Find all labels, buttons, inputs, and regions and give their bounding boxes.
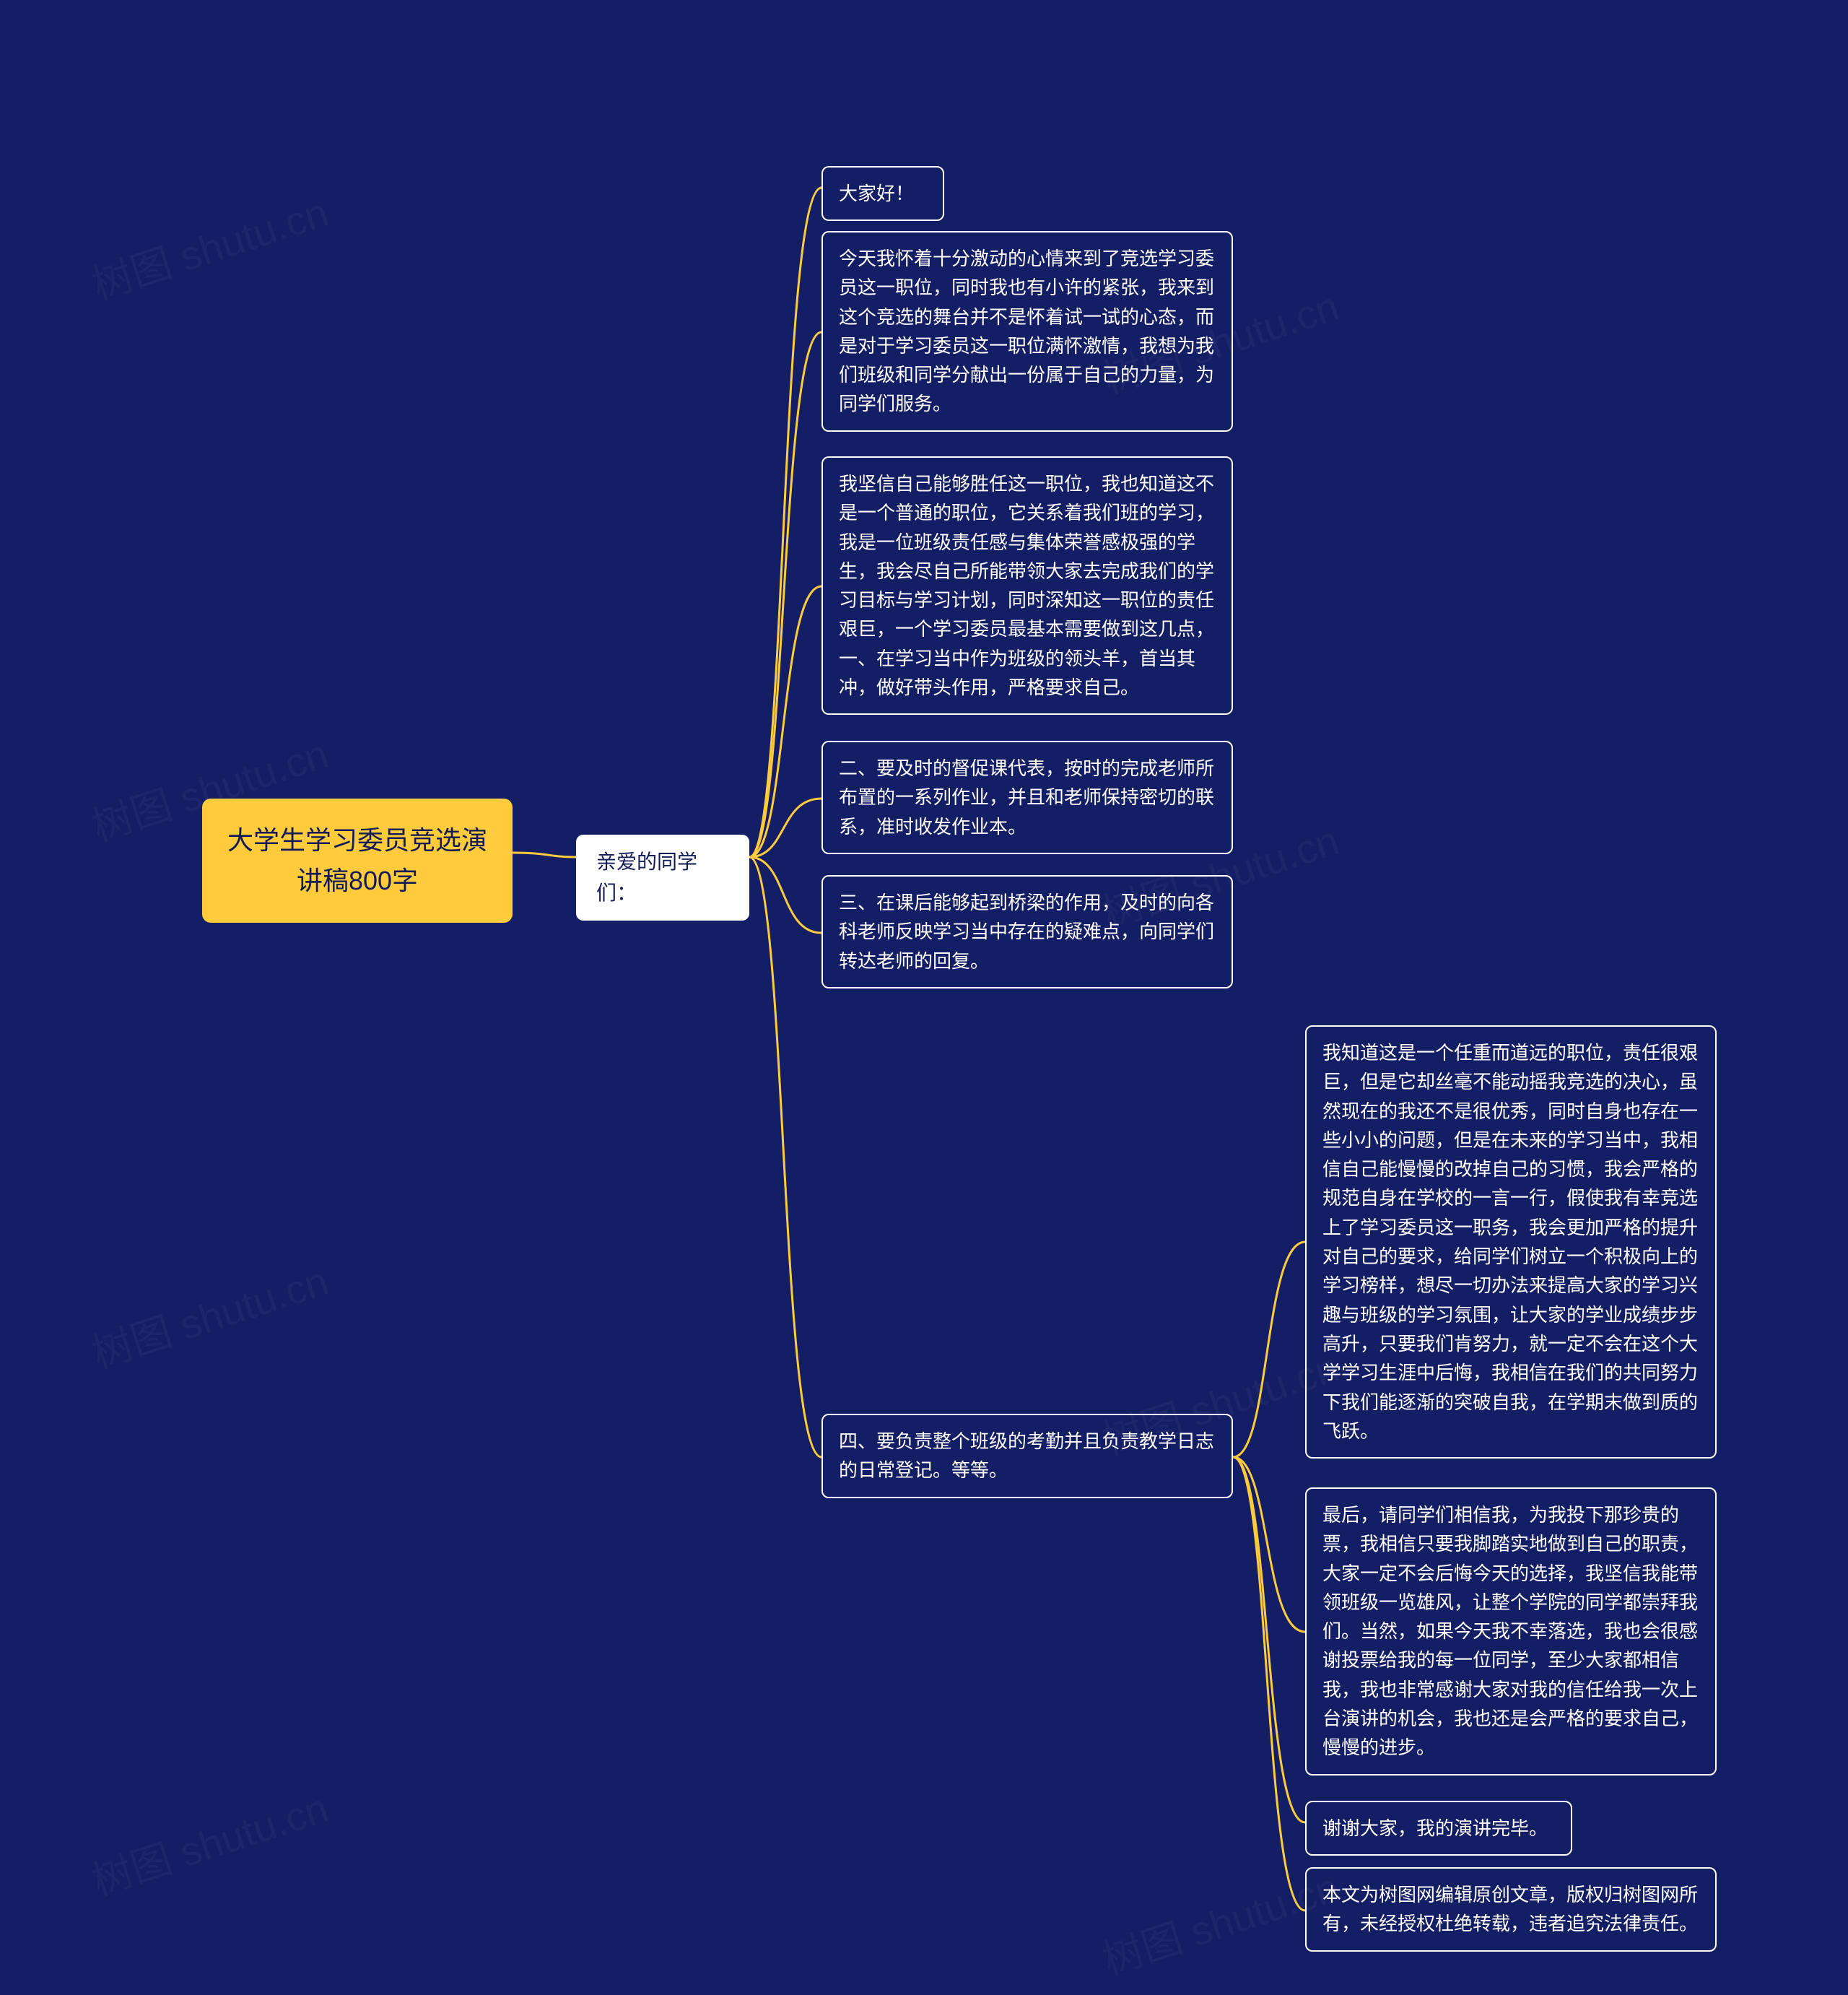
leaf-thanks[interactable]: 谢谢大家，我的演讲完毕。: [1305, 1801, 1572, 1856]
leaf-long-commitment[interactable]: 我知道这是一个任重而道远的职位，责任很艰巨，但是它却丝毫不能动摇我竞选的决心，虽…: [1305, 1025, 1717, 1459]
branch-node-audience[interactable]: 亲爱的同学们：: [576, 835, 749, 921]
leaf-copyright[interactable]: 本文为树图网编辑原创文章，版权归树图网所有，未经授权杜绝转载，违者追究法律责任。: [1305, 1867, 1717, 1952]
watermark: 树图 shutu.cn: [84, 1249, 335, 1381]
leaf-confidence[interactable]: 我坚信自己能够胜任这一职位，我也知道这不是一个普通的职位，它关系着我们班的学习，…: [821, 456, 1233, 715]
leaf-closing-plea[interactable]: 最后，请同学们相信我，为我投下那珍贵的票，我相信只要我脚踏实地做到自己的职责，大…: [1305, 1487, 1717, 1775]
leaf-point-two[interactable]: 二、要及时的督促课代表，按时的完成老师所布置的一系列作业，并且和老师保持密切的联…: [821, 741, 1233, 854]
mindmap-canvas: 树图 shutu.cn 树图 shutu.cn 树图 shutu.cn 树图 s…: [0, 0, 1848, 1995]
watermark: 树图 shutu.cn: [84, 181, 335, 312]
root-node[interactable]: 大学生学习委员竞选演讲稿800字: [202, 799, 513, 923]
leaf-point-three[interactable]: 三、在课后能够起到桥梁的作用，及时的向各科老师反映学习当中存在的疑难点，向同学们…: [821, 875, 1233, 988]
leaf-point-four[interactable]: 四、要负责整个班级的考勤并且负责教学日志的日常登记。等等。: [821, 1414, 1233, 1498]
leaf-greeting[interactable]: 大家好！: [821, 166, 944, 221]
leaf-intro[interactable]: 今天我怀着十分激动的心情来到了竞选学习委员这一职位，同时我也有小许的紧张，我来到…: [821, 231, 1233, 432]
watermark: 树图 shutu.cn: [84, 1776, 335, 1908]
